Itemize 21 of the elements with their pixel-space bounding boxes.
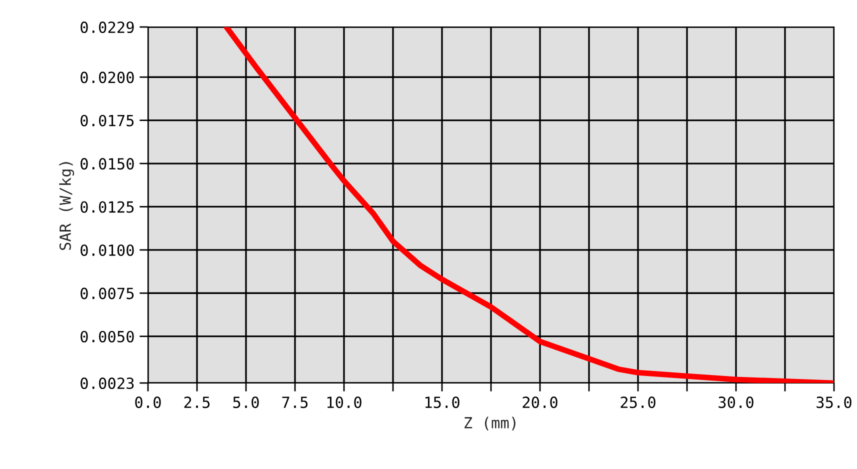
x-tick-label: 0.0 <box>135 396 161 408</box>
x-tick-label: 10.0 <box>327 396 362 408</box>
y-axis-title: SAR (W/kg) <box>59 162 74 250</box>
x-axis-title: Z (mm) <box>464 416 516 430</box>
y-tick-label: 0.0229 <box>80 22 134 34</box>
y-tick-label: 0.0150 <box>80 158 134 170</box>
y-tick-label: 0.0200 <box>80 72 134 84</box>
y-tick-label: 0.0100 <box>80 244 134 256</box>
x-tick-label: 20.0 <box>522 396 558 408</box>
y-tick-label: 0.0175 <box>80 114 134 126</box>
y-tick-label: 0.0125 <box>80 201 134 213</box>
x-tick-label: 7.5 <box>282 396 308 408</box>
x-tick-label: 35.0 <box>816 396 852 408</box>
y-tick-label: 0.0075 <box>80 288 134 300</box>
y-tick-label: 0.0023 <box>80 378 134 390</box>
x-tick-label: 30.0 <box>718 396 754 408</box>
x-tick-label: 2.5 <box>184 396 210 408</box>
y-tick-label: 0.0050 <box>80 330 134 342</box>
x-tick-label: 5.0 <box>233 396 259 408</box>
x-tick-label: 25.0 <box>620 396 656 408</box>
x-tick-label: 15.0 <box>425 396 460 408</box>
